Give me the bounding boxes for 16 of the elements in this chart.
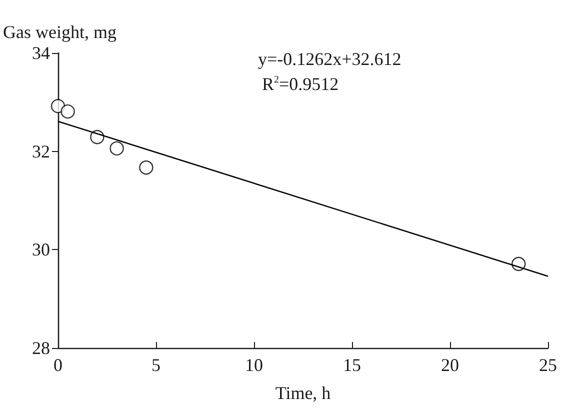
point bbox=[60, 104, 75, 119]
x-axis-title: Time, h bbox=[275, 383, 331, 403]
y-tick-label: 34 bbox=[32, 43, 50, 63]
y-tick-label: 28 bbox=[32, 338, 50, 358]
x-tick-label: 20 bbox=[441, 355, 459, 375]
y-tick-label: 30 bbox=[32, 240, 50, 260]
x-tick-label: 0 bbox=[54, 355, 62, 375]
y-tick-label: 32 bbox=[32, 141, 50, 162]
x-tick-label: 5 bbox=[152, 355, 160, 375]
point bbox=[139, 160, 154, 175]
x-tick-label: 15 bbox=[343, 355, 361, 375]
x-tick-label: 25 bbox=[539, 355, 557, 375]
x-tick-label: 10 bbox=[245, 355, 263, 375]
point bbox=[110, 141, 124, 156]
annotation: y=-0.1262x+32.612 bbox=[258, 49, 402, 69]
y-axis-title: Gas weight, mg bbox=[3, 22, 116, 42]
